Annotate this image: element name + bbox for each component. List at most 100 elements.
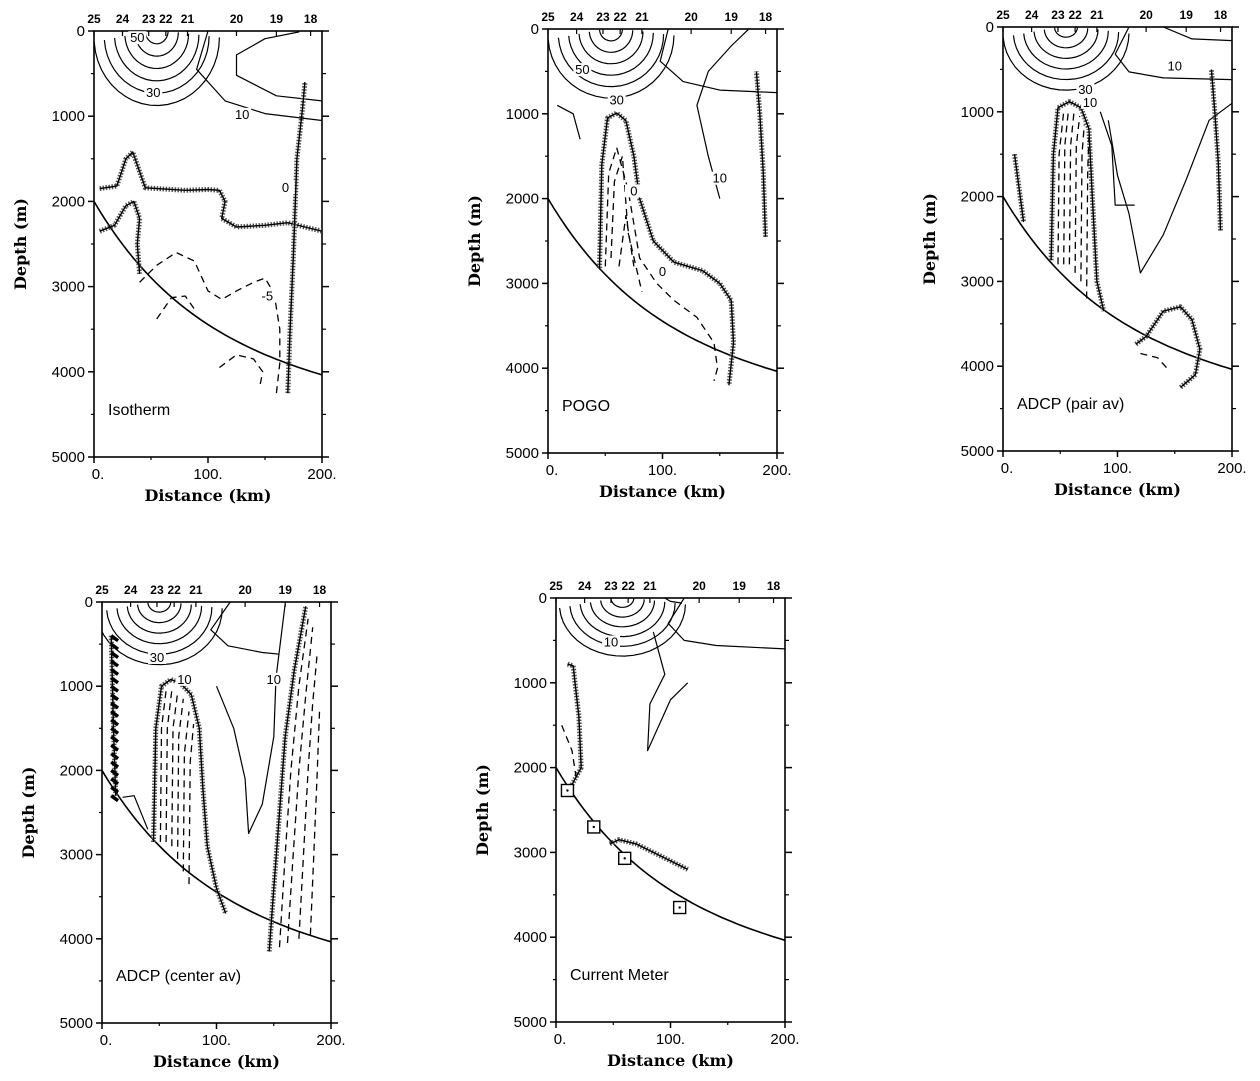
y-tick-label: 5000	[961, 443, 994, 460]
panel-1: 0100020003000400050000. 100. 200.25 24 23 22 2…	[11, 12, 337, 505]
zero-contour	[288, 82, 305, 393]
plot-frame	[548, 29, 777, 453]
negative-contour	[1069, 112, 1074, 265]
station-label: 18	[759, 10, 773, 24]
x-tick-label: 200.	[1217, 460, 1246, 477]
contour-line	[557, 105, 580, 139]
plot-frame	[102, 602, 331, 1023]
contour-line	[237, 32, 323, 101]
station-label: 25	[87, 12, 101, 26]
station-label: 19	[270, 12, 284, 26]
contour-label: 10	[604, 634, 618, 649]
station-label: 24	[116, 12, 130, 26]
plot-frame	[556, 598, 785, 1022]
y-tick-label: 3000	[514, 844, 547, 861]
y-axis-title: Depth (m)	[11, 198, 30, 290]
y-tick-label: 3000	[961, 273, 994, 290]
x-tick-label: 100.	[193, 466, 222, 483]
station-label: 19	[733, 579, 747, 593]
station-label: 21	[643, 579, 657, 593]
y-tick-label: 2000	[961, 189, 994, 206]
x-axis-title: Distance (km)	[599, 482, 726, 501]
station-label: 21	[181, 12, 195, 26]
x-axis-title: Distance (km)	[607, 1051, 734, 1070]
contour-line	[217, 604, 286, 834]
zero-contour	[269, 606, 306, 951]
bathymetry-line	[556, 768, 785, 941]
y-tick-label: 0	[986, 19, 994, 36]
core-contour	[1024, 31, 1109, 69]
station-label: 22	[167, 583, 181, 597]
contour-line	[123, 796, 148, 830]
core-contour	[1044, 28, 1087, 48]
station-label: 20	[692, 579, 706, 593]
y-tick-label: 0	[85, 594, 93, 611]
negative-contour	[140, 253, 280, 394]
station-label: 20	[230, 12, 244, 26]
y-axis-title: Depth (m)	[19, 767, 38, 859]
hatch-mark	[111, 703, 118, 708]
contour-layer	[94, 31, 322, 393]
contour-label: 0	[659, 264, 666, 279]
y-tick-label: 2000	[514, 760, 547, 777]
x-tick-label: 0.	[1001, 460, 1014, 477]
negative-contour	[619, 216, 634, 267]
zero-contour-core	[568, 664, 582, 789]
y-tick-label: 3000	[506, 275, 539, 292]
negative-contour	[1064, 112, 1069, 265]
current-meter-dot	[566, 789, 568, 791]
zero-contour-core	[1211, 69, 1220, 230]
panel-3: 0 1000 2000 3000 4000 5000 0. 100. 200. 25 24 23 22 2…	[920, 8, 1247, 499]
negative-contour	[172, 693, 178, 846]
negative-contour	[219, 355, 262, 389]
y-axis-title: Depth (m)	[473, 764, 492, 856]
contour-line	[211, 602, 280, 654]
station-label: 18	[767, 579, 781, 593]
zero-contour	[1136, 307, 1200, 388]
station-label: 22	[621, 579, 635, 593]
x-tick-label: 0.	[92, 466, 105, 483]
x-axis-title: Distance (km)	[153, 1052, 280, 1071]
core-contour	[560, 604, 686, 656]
contour-label: 30	[609, 93, 623, 108]
panel-label: ADCP (pair av)	[1017, 396, 1124, 413]
bathymetry-line	[548, 199, 777, 372]
x-tick-label: 200.	[316, 1032, 345, 1049]
x-axis-title: Distance (km)	[145, 486, 272, 505]
x-tick-label: 100.	[656, 1031, 685, 1048]
station-label: 22	[613, 10, 627, 24]
negative-contour	[562, 725, 577, 780]
station-label: 25	[549, 579, 563, 593]
x-tick-label: 0.	[554, 1031, 567, 1048]
x-tick-label: 0.	[546, 462, 559, 479]
y-tick-label: 1000	[60, 678, 93, 695]
x-tick-label: 100.	[1103, 460, 1132, 477]
panel-5: 0 1000 2000 3000 4000 5000 0. 100. 200. 25 24 23 22 2…	[473, 579, 800, 1070]
core-contour	[148, 602, 171, 612]
core-contour	[127, 605, 191, 634]
panel-4: 0100020003000400050000. 100. 200.25 24 23 22 2…	[19, 583, 346, 1071]
contour-label: -5	[261, 288, 273, 303]
x-tick-label: 100.	[202, 1032, 231, 1049]
panel-label: Isotherm	[108, 402, 170, 419]
y-tick-label: 4000	[961, 358, 994, 375]
contour-label: 0	[282, 180, 289, 195]
current-meter-dot	[624, 857, 626, 859]
y-tick-label: 5000	[52, 449, 85, 466]
contour-layer	[548, 29, 777, 385]
station-label: 23	[1051, 8, 1065, 22]
zero-contour	[600, 113, 734, 385]
x-tick-label: 0.	[100, 1032, 113, 1049]
station-label: 24	[578, 579, 592, 593]
contour-label: 10	[267, 672, 281, 687]
station-label: 21	[189, 583, 203, 597]
negative-contour	[1081, 125, 1084, 282]
contour-line	[1100, 112, 1134, 205]
negative-contour	[1058, 112, 1064, 265]
negative-contour	[1140, 354, 1169, 371]
core-contour	[558, 34, 663, 87]
contour-line	[1163, 27, 1232, 41]
x-axis-title: Distance (km)	[1054, 480, 1181, 499]
station-label: 24	[1025, 8, 1039, 22]
